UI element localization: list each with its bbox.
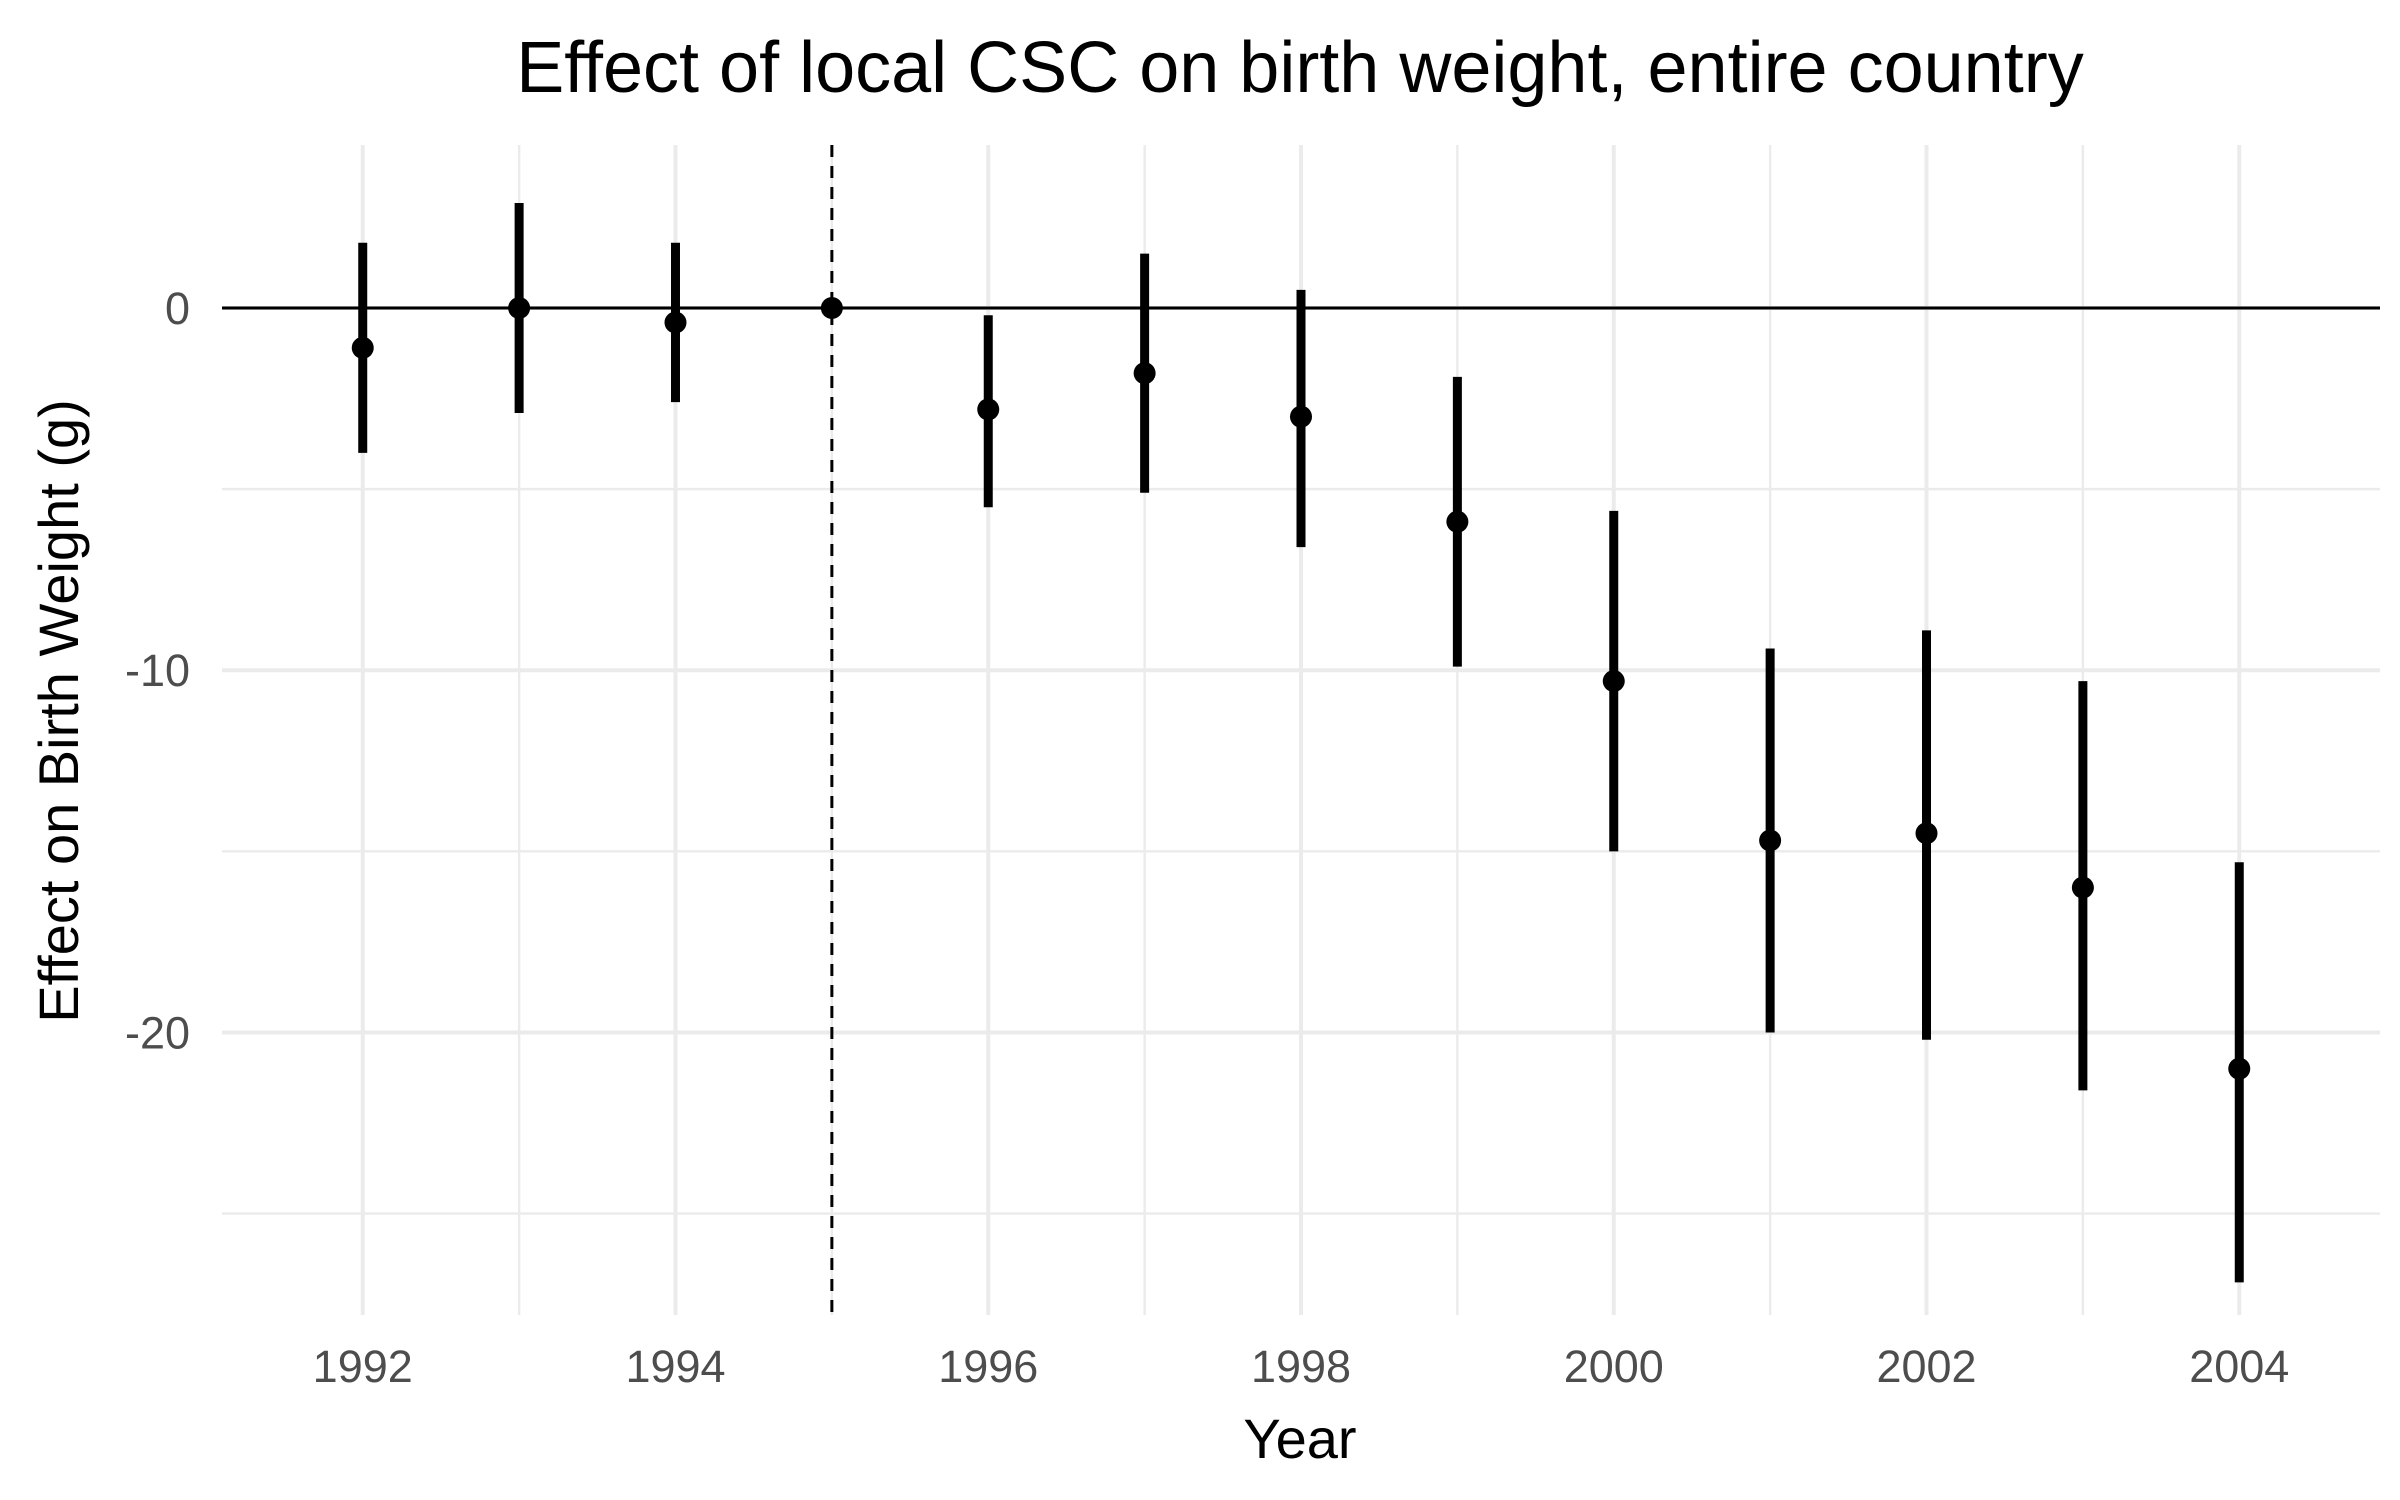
x-tick-label: 2002 bbox=[1876, 1341, 1976, 1392]
y-axis-title: Effect on Birth Weight (g) bbox=[27, 399, 90, 1023]
data-point bbox=[1446, 510, 1469, 533]
data-point bbox=[1602, 670, 1625, 693]
x-tick-label: 2000 bbox=[1564, 1341, 1664, 1392]
y-tick-label: 0 bbox=[165, 283, 190, 334]
x-tick-label: 1994 bbox=[625, 1341, 725, 1392]
x-tick-label: 2004 bbox=[2189, 1341, 2289, 1392]
data-point bbox=[1133, 362, 1156, 385]
chart-title: Effect of local CSC on birth weight, ent… bbox=[516, 28, 2083, 108]
x-axis-title: Year bbox=[1243, 1407, 1356, 1470]
data-point bbox=[1290, 405, 1312, 428]
data-point bbox=[820, 297, 843, 320]
data-point bbox=[2228, 1057, 2251, 1080]
x-tick-label: 1998 bbox=[1251, 1341, 1351, 1392]
data-point bbox=[977, 398, 1000, 421]
data-point bbox=[664, 311, 687, 334]
data-points bbox=[351, 297, 2251, 1080]
x-tick-label: 1992 bbox=[313, 1341, 413, 1392]
x-axis-ticks: 1992 1994 1996 1998 2000 2002 2004 bbox=[313, 1341, 2290, 1392]
x-tick-label: 1996 bbox=[938, 1341, 1038, 1392]
data-point bbox=[1759, 829, 1782, 852]
y-tick-label: -10 bbox=[125, 645, 190, 696]
data-point bbox=[351, 336, 374, 359]
data-point bbox=[508, 297, 531, 320]
y-tick-label: -20 bbox=[125, 1007, 190, 1058]
data-point bbox=[1915, 822, 1938, 845]
y-axis-ticks: 0 -10 -20 bbox=[125, 283, 190, 1058]
data-point bbox=[2071, 876, 2094, 899]
